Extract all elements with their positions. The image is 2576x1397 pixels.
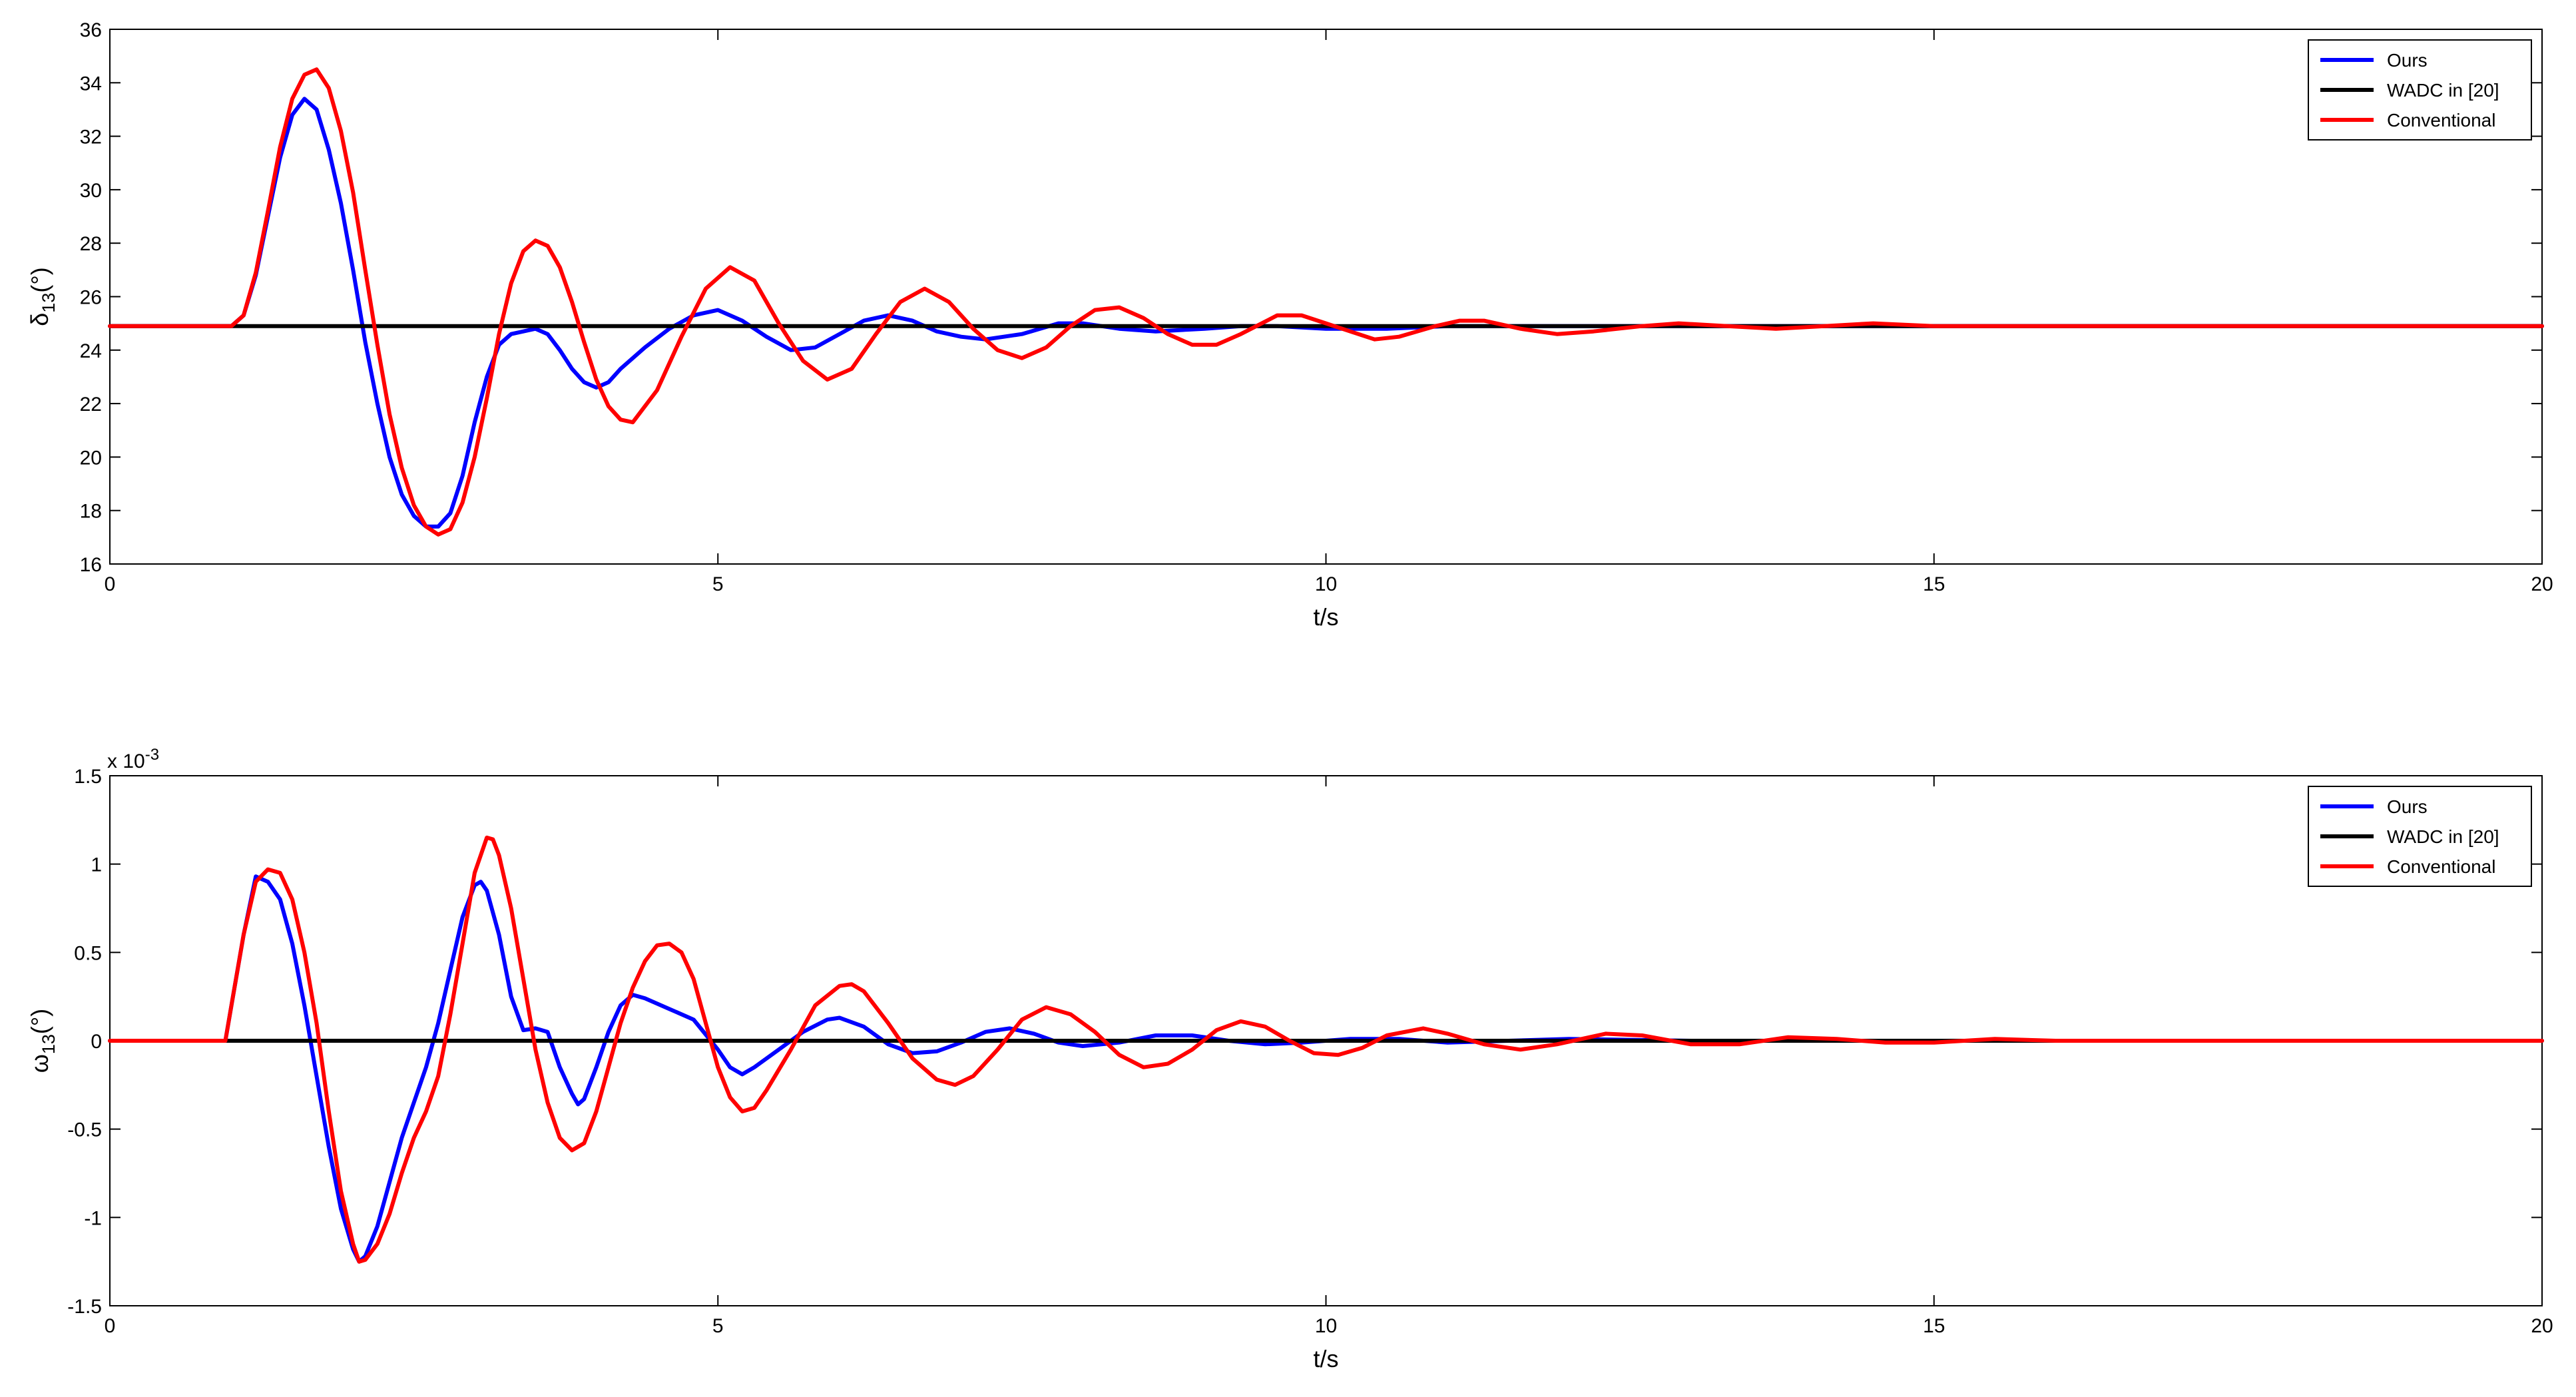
y-axis-label: δ13(°) [26, 267, 59, 326]
y-scale-note-exponent: -3 [145, 746, 159, 764]
y-tick-label: 24 [80, 340, 102, 362]
y-tick-label: 32 [80, 127, 102, 148]
y-tick-label: 16 [80, 554, 102, 576]
series-line-conventional [108, 67, 2544, 537]
plot-area [109, 29, 2543, 565]
x-axis-label: t/s [1313, 603, 1338, 631]
y-tick-label: 22 [80, 394, 102, 416]
y-axis-label-unit: (°) [26, 1009, 53, 1034]
y-tick-label: -1 [84, 1207, 102, 1229]
y-tick-label: 1.5 [74, 766, 102, 788]
x-tick-label: 5 [712, 1315, 724, 1337]
y-tick-label: -0.5 [67, 1119, 102, 1141]
y-tick-label: 20 [80, 447, 102, 469]
y-axis-label-main: ω [26, 1054, 53, 1073]
y-axis-label: ω13(°) [26, 1009, 59, 1073]
y-tick-label: 36 [80, 19, 102, 41]
y-tick-label: 28 [80, 233, 102, 255]
x-axis-label: t/s [1313, 1345, 1338, 1372]
omega-chart: 0 5 10 15 20 -1.5 -1 -0.5 0 0.5 1 1.5 t/s ω13(°) x 10-… [26, 746, 2553, 1372]
x-tick-label: 20 [2531, 573, 2553, 595]
y-tick-label: 18 [80, 501, 102, 523]
x-tick-label: 15 [1923, 1315, 1945, 1337]
y-tick-label: 26 [80, 287, 102, 309]
x-tick-label: 0 [105, 1315, 116, 1337]
y-axis-label-subscript: 13 [39, 1034, 59, 1054]
legend-label: WADC in [20] [2387, 80, 2499, 101]
delta-chart: 0 5 10 15 20 16 18 20 22 24 26 28 30 32 34 36 t/s δ13(°) O… [26, 19, 2553, 631]
y-tick-label: 34 [80, 73, 102, 95]
y-axis-label-unit: (°) [26, 267, 53, 292]
y-tick-label: 1 [91, 854, 102, 876]
y-axis-label-main: δ [26, 313, 53, 326]
series-line-conventional [108, 835, 2544, 1264]
x-tick-label: 10 [1315, 1315, 1337, 1337]
x-tick-label: 15 [1923, 573, 1945, 595]
x-tick-label: 5 [712, 573, 724, 595]
x-tick-label: 0 [105, 573, 116, 595]
legend-label: WADC in [20] [2387, 826, 2499, 847]
y-scale-note: x 10-3 [107, 746, 159, 772]
y-tick-label: -1.5 [67, 1296, 102, 1318]
legend-label: Ours [2387, 796, 2428, 817]
x-tick-label: 10 [1315, 573, 1337, 595]
legend-label: Ours [2387, 50, 2428, 71]
legend-label: Conventional [2387, 856, 2495, 877]
y-tick-label: 30 [80, 180, 102, 202]
y-tick-label: 0 [91, 1031, 102, 1053]
legend-label: Conventional [2387, 110, 2495, 131]
y-scale-note-base: x 10 [107, 750, 145, 772]
y-axis-label-subscript: 13 [39, 293, 59, 313]
y-tick-label: 0.5 [74, 942, 102, 964]
x-tick-label: 20 [2531, 1315, 2553, 1337]
